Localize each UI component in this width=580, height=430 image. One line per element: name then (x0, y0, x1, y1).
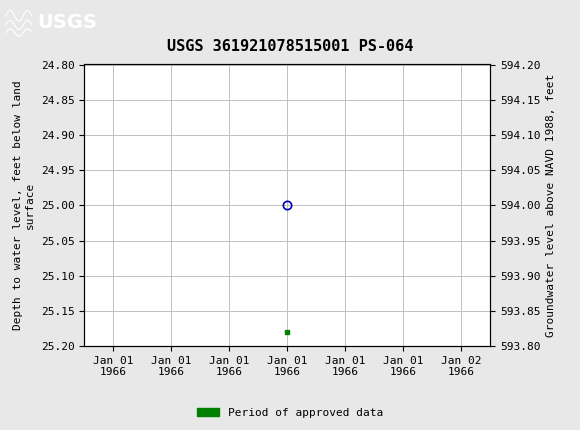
Legend: Period of approved data: Period of approved data (193, 403, 387, 422)
Text: USGS 361921078515001 PS-064: USGS 361921078515001 PS-064 (167, 39, 413, 54)
Y-axis label: Groundwater level above NAVD 1988, feet: Groundwater level above NAVD 1988, feet (546, 74, 556, 337)
Y-axis label: Depth to water level, feet below land
surface: Depth to water level, feet below land su… (13, 80, 35, 330)
Text: USGS: USGS (38, 13, 97, 32)
